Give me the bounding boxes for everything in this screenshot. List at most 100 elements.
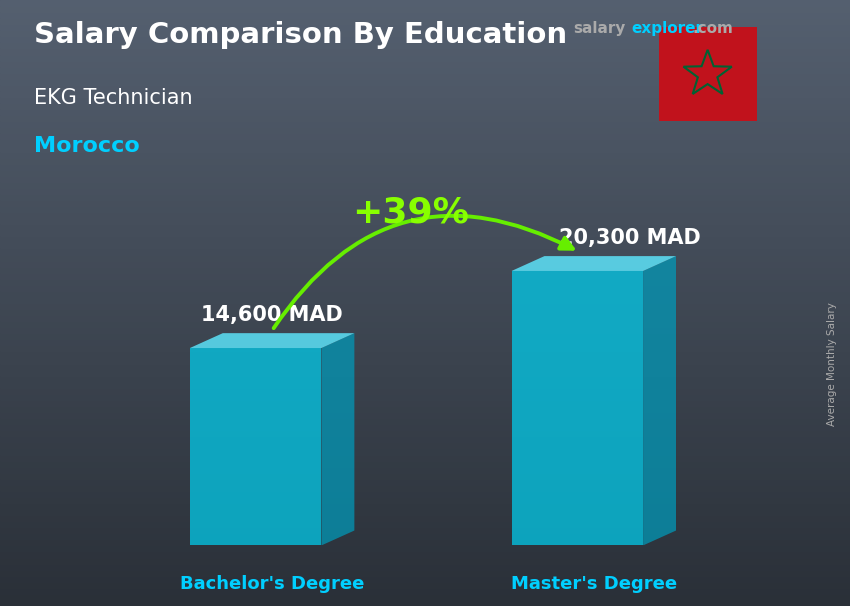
Bar [0,564,850,570]
Polygon shape [321,333,354,545]
Text: Morocco: Morocco [34,136,139,156]
Bar [0,67,850,73]
Bar [0,291,850,297]
Bar [0,545,850,551]
Bar [0,515,850,521]
Bar [0,261,850,267]
Bar [0,503,850,509]
Text: EKG Technician: EKG Technician [34,88,193,108]
Bar [0,467,850,473]
Text: 14,600 MAD: 14,600 MAD [201,305,343,325]
Bar [0,73,850,79]
Text: Master's Degree: Master's Degree [511,575,677,593]
Bar [0,382,850,388]
Bar [0,358,850,364]
Bar [0,370,850,376]
Bar [0,176,850,182]
Bar [0,164,850,170]
Bar [0,12,850,18]
Bar [0,327,850,333]
Bar [0,333,850,339]
Bar [0,351,850,358]
Bar [0,509,850,515]
Bar [0,55,850,61]
Bar [0,236,850,242]
Bar [0,364,850,370]
Bar [0,0,850,6]
Bar [0,321,850,327]
Bar [0,139,850,145]
Bar [0,303,850,309]
Bar [0,551,850,558]
Bar [0,42,850,48]
Bar [0,582,850,588]
Bar [0,79,850,85]
Bar [0,345,850,351]
Bar [0,285,850,291]
Bar [0,297,850,303]
Bar [0,36,850,42]
Bar [0,600,850,606]
Bar [0,497,850,503]
Bar [0,182,850,188]
Bar [0,91,850,97]
Bar [0,255,850,261]
Bar [0,418,850,424]
Bar [0,206,850,212]
Text: Salary Comparison By Education: Salary Comparison By Education [34,21,567,49]
Bar [0,212,850,218]
Text: .com: .com [693,21,734,36]
Bar [0,248,850,255]
Bar [0,24,850,30]
Bar [0,224,850,230]
Bar [0,588,850,594]
Bar [0,485,850,491]
Bar [0,115,850,121]
Polygon shape [643,256,676,545]
Bar [0,454,850,461]
Bar [0,127,850,133]
Bar [0,279,850,285]
Bar [0,339,850,345]
Text: 20,300 MAD: 20,300 MAD [559,228,701,248]
Bar [0,194,850,200]
Bar [0,97,850,103]
Bar [0,491,850,497]
Bar [0,267,850,273]
Bar [0,400,850,406]
Polygon shape [512,256,676,271]
Bar [0,188,850,194]
Bar [0,121,850,127]
Bar [0,430,850,436]
Bar [0,539,850,545]
Bar [0,158,850,164]
Bar [0,479,850,485]
Bar [0,18,850,24]
Bar [0,152,850,158]
Text: explorer: explorer [632,21,704,36]
Bar [0,521,850,527]
Bar [0,424,850,430]
Bar [0,533,850,539]
Bar [0,461,850,467]
Bar [0,558,850,564]
Bar [0,85,850,91]
Bar [0,109,850,115]
Text: Average Monthly Salary: Average Monthly Salary [827,302,837,425]
Bar [0,394,850,400]
Bar [0,133,850,139]
Bar [0,473,850,479]
Bar [0,388,850,394]
Text: Bachelor's Degree: Bachelor's Degree [180,575,365,593]
Bar [0,200,850,206]
Bar [0,61,850,67]
Bar [0,309,850,315]
Bar [0,442,850,448]
Text: salary: salary [574,21,626,36]
Bar [0,218,850,224]
Bar [0,412,850,418]
Bar [0,376,850,382]
Bar [0,242,850,248]
Bar [0,170,850,176]
Bar [0,570,850,576]
